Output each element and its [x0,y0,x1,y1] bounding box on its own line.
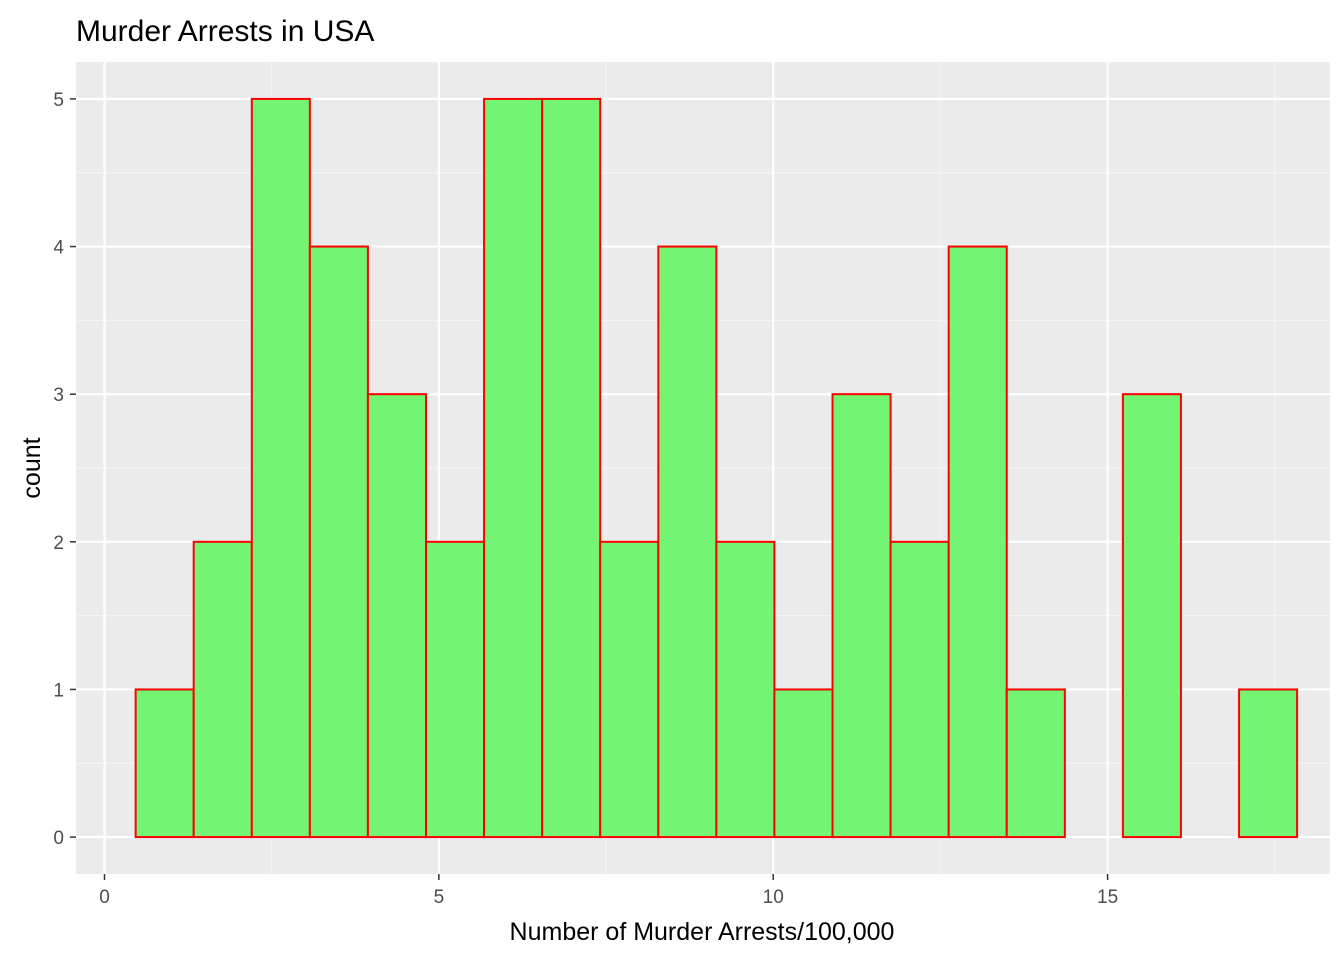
x-tick-label: 10 [763,887,784,908]
histogram-bar [599,540,660,839]
y-tick-label: 0 [53,828,64,849]
histogram-bar [134,688,195,839]
histogram-bar [715,540,776,839]
x-tick-label: 15 [1097,887,1118,908]
histogram-bar [541,97,602,839]
histogram-bar [947,245,1008,839]
histogram-bar [773,688,834,839]
y-axis-title: count [18,437,46,498]
x-tick-label: 5 [434,887,445,908]
y-tick-label: 3 [53,385,64,406]
x-tick-label: 0 [99,887,110,908]
y-tick-label: 4 [53,238,64,259]
histogram-bar [831,393,892,839]
histogram-bar [366,393,428,839]
histogram-bar [1238,688,1299,839]
histogram-bar [250,97,311,839]
histogram-bar [483,97,544,839]
y-axis-ticks: 0 1 2 3 4 5 [53,90,76,849]
x-axis-ticks: 0 5 10 15 [99,874,1118,908]
y-tick-label: 2 [53,533,64,554]
y-tick-label: 5 [53,90,64,111]
y-tick-label: 1 [53,680,64,701]
histogram-bar [889,540,950,839]
histogram-bar [308,245,369,839]
histogram-bar [425,540,486,839]
histogram-bars [134,97,1299,839]
histogram-bar [1005,688,1066,839]
histogram-bar [192,540,253,839]
chart-title: Murder Arrests in USA [76,15,374,48]
histogram-bar [1121,393,1182,839]
x-axis-title: Number of Murder Arrests/100,000 [510,918,895,946]
histogram-bar [657,245,718,839]
